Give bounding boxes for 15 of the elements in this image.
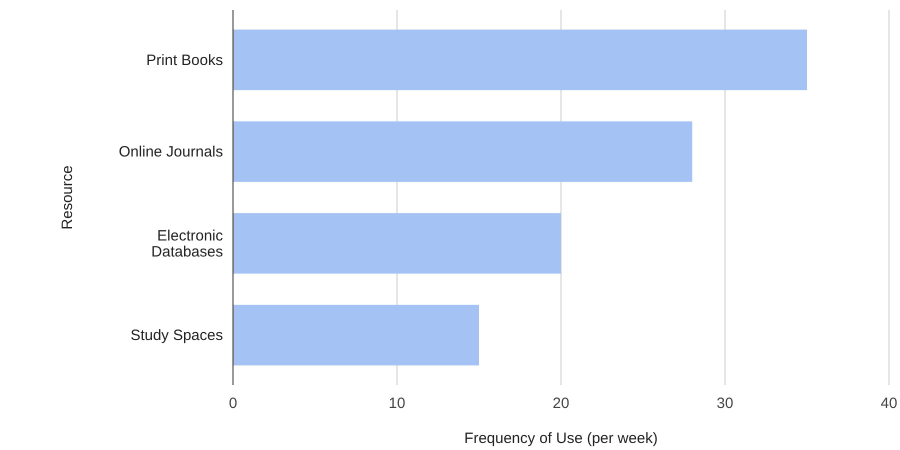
bar <box>233 304 479 366</box>
x-tick-label: 30 <box>716 395 734 412</box>
bar <box>233 213 561 274</box>
x-tick-label: 0 <box>228 395 238 412</box>
y-tick-label: Electronic Databases <box>151 227 224 260</box>
bar <box>233 121 692 182</box>
y-tick-label: Print Books <box>146 52 223 69</box>
x-tick-label: 10 <box>388 395 406 412</box>
y-tick-label: Online Journals <box>118 144 223 161</box>
x-tick-label: 20 <box>552 395 570 412</box>
x-tick-label: 40 <box>880 395 898 412</box>
x-axis-title: Frequency of Use (per week) <box>464 430 658 447</box>
y-tick-label: Study Spaces <box>130 327 223 344</box>
y-axis-title: Resource <box>59 165 76 230</box>
bar <box>233 30 807 90</box>
